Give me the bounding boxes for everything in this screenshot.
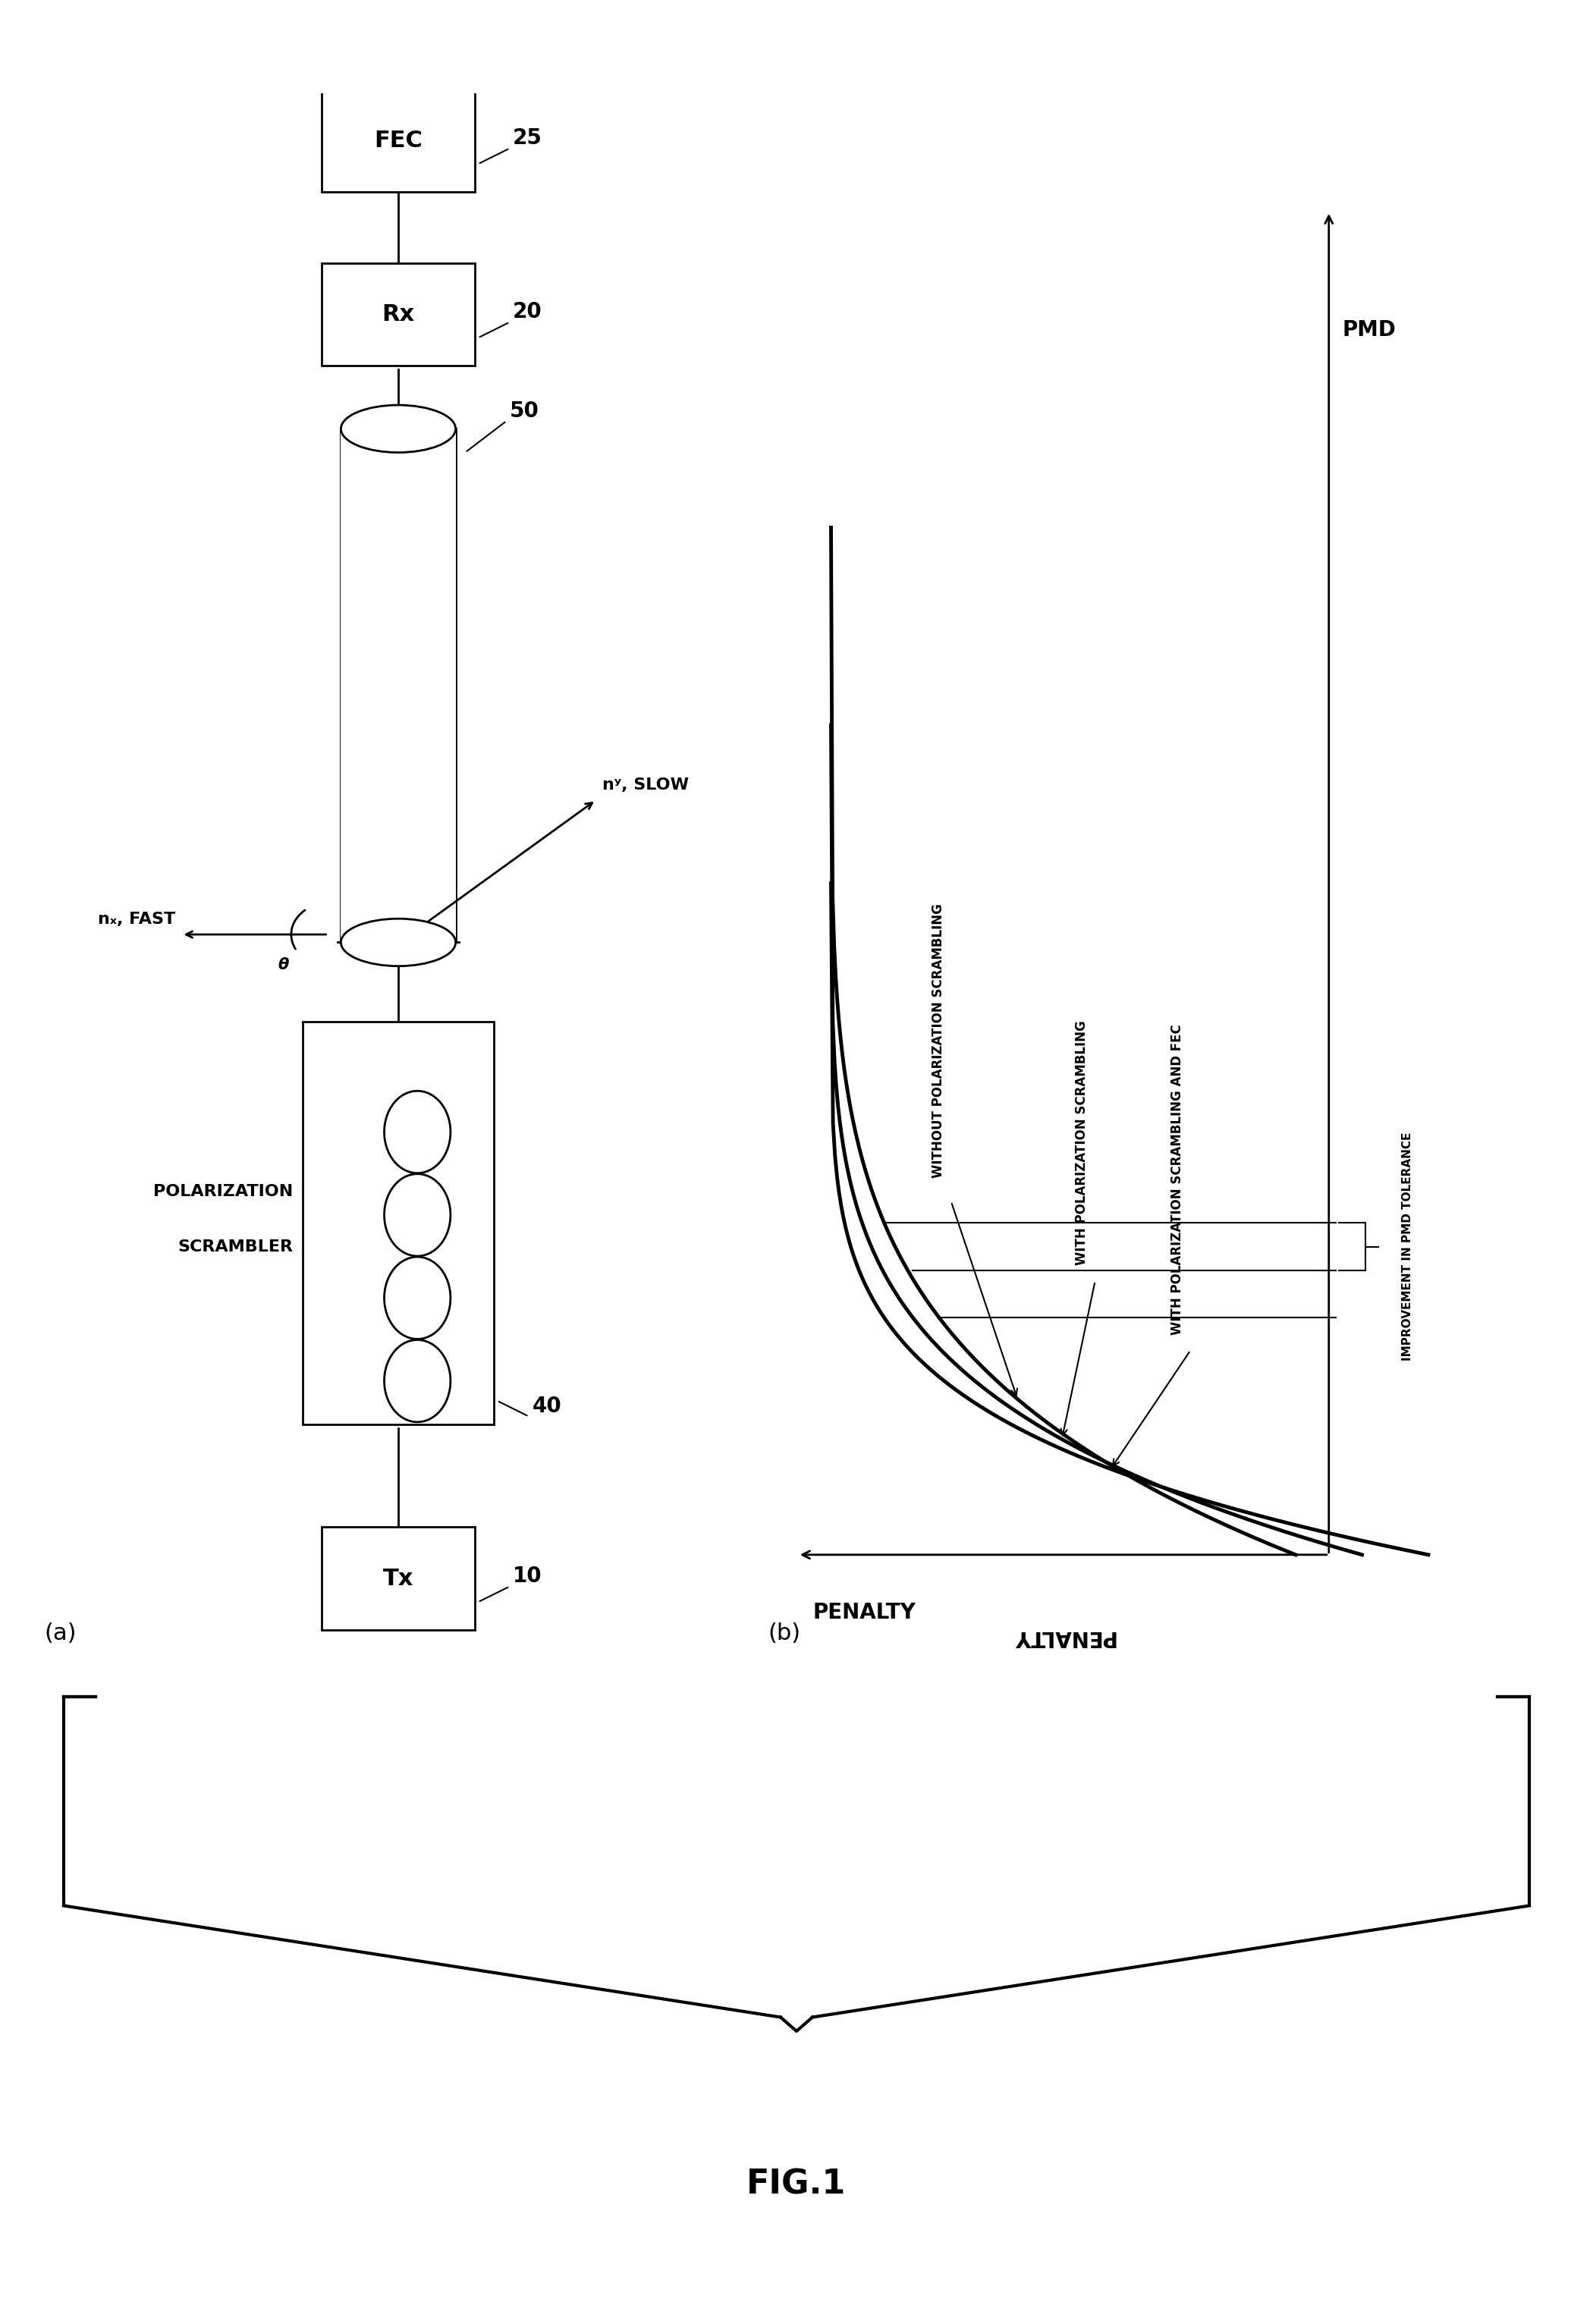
Bar xyxy=(322,88,475,191)
Text: PENALTY: PENALTY xyxy=(1012,1627,1115,1648)
Text: WITHOUT POLARIZATION SCRAMBLING: WITHOUT POLARIZATION SCRAMBLING xyxy=(932,904,945,1178)
Bar xyxy=(322,263,475,365)
Text: (a): (a) xyxy=(45,1622,76,1645)
Text: 10: 10 xyxy=(513,1566,542,1587)
Text: FEC: FEC xyxy=(374,130,422,151)
Text: (b): (b) xyxy=(768,1622,801,1645)
Text: nʸ, SLOW: nʸ, SLOW xyxy=(602,776,688,792)
Circle shape xyxy=(384,1174,451,1255)
Text: PENALTY: PENALTY xyxy=(812,1601,916,1624)
Bar xyxy=(341,428,456,944)
Bar xyxy=(303,1020,494,1425)
Text: WITH POLARIZATION SCRAMBLING: WITH POLARIZATION SCRAMBLING xyxy=(1075,1020,1088,1264)
Circle shape xyxy=(384,1090,451,1174)
Text: FIG.1: FIG.1 xyxy=(747,2168,846,2201)
Text: nₓ, FAST: nₓ, FAST xyxy=(97,911,175,927)
Text: θ: θ xyxy=(279,957,288,971)
Text: IMPROVEMENT IN PMD TOLERANCE: IMPROVEMENT IN PMD TOLERANCE xyxy=(1402,1132,1413,1362)
Text: Tx: Tx xyxy=(382,1566,414,1590)
Circle shape xyxy=(384,1257,451,1339)
Text: POLARIZATION: POLARIZATION xyxy=(153,1183,293,1199)
Text: 50: 50 xyxy=(510,400,540,421)
Text: WITH POLARIZATION SCRAMBLING AND FEC: WITH POLARIZATION SCRAMBLING AND FEC xyxy=(1171,1025,1184,1334)
Bar xyxy=(322,1527,475,1629)
Circle shape xyxy=(384,1341,451,1422)
Ellipse shape xyxy=(341,918,456,967)
Ellipse shape xyxy=(341,404,456,453)
Text: Rx: Rx xyxy=(382,302,414,325)
Text: 20: 20 xyxy=(513,302,542,323)
Text: SCRAMBLER: SCRAMBLER xyxy=(178,1239,293,1255)
Text: 25: 25 xyxy=(513,128,543,149)
Text: PMD: PMD xyxy=(1341,318,1395,342)
Text: 40: 40 xyxy=(532,1397,561,1418)
